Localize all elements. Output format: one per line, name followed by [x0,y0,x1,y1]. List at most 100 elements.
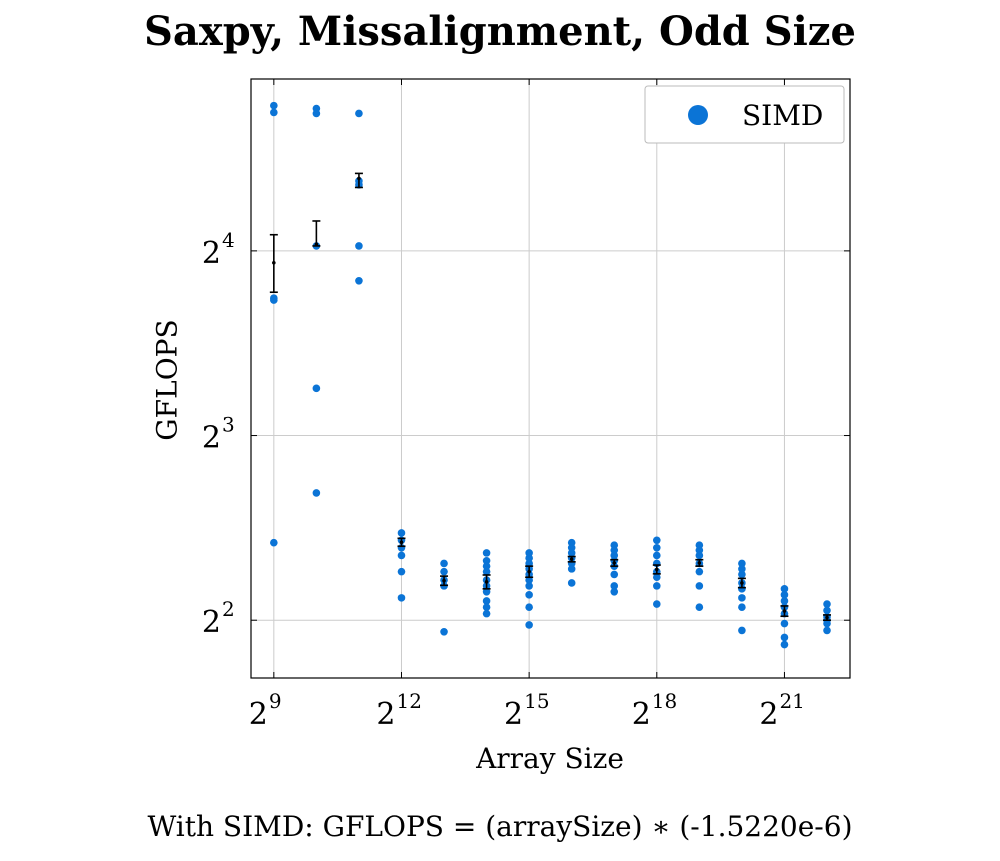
data-point [355,109,363,118]
error-bar [440,575,449,587]
formula-footnote: With SIMD: GFLOPS = (arraySize) ∗ (-1.52… [147,810,853,843]
data-point [652,573,661,582]
data-point [567,579,576,587]
x-tick-label: 2 15 [504,689,550,732]
data-point [525,621,533,629]
data-point [823,626,831,635]
x-tick-base: 2 [632,697,651,732]
y-axis-label: GFLOPS [150,319,184,441]
data-point [823,606,831,615]
error-bar-mean [357,176,361,181]
data-point [525,582,533,590]
plot-frame [250,78,851,679]
data-point [780,640,789,649]
data-point [567,565,576,573]
error-bar [652,564,661,575]
data-point [270,108,278,117]
data-point [695,582,704,590]
error-bar [610,558,619,567]
x-tick-base: 2 [759,697,778,732]
error-bar [567,555,576,563]
x-tick-base: 2 [249,697,268,732]
error-bar-mean [612,561,617,565]
x-axis-label: Array Size [476,742,624,775]
data-point [610,570,619,579]
data-point [440,567,448,576]
error-bar [737,577,746,589]
data-point [355,277,363,285]
y-tick-exponent: 2 [222,597,235,621]
chart-title: Saxpy, Missalignment, Odd Size [144,8,856,55]
error-bar-mean [442,578,446,583]
legend-box [644,85,845,144]
data-point [397,594,406,602]
x-tick-exponent: 18 [652,689,677,713]
error-bar-mean [314,242,319,247]
data-point [312,384,321,393]
data-point [652,551,661,560]
data-point [525,554,533,562]
data-point [738,559,746,568]
data-point [780,585,789,593]
data-point [312,489,321,497]
data-point [270,538,278,547]
error-bar-mean [527,569,531,574]
error-bar [482,574,491,590]
error-bar-mean [782,609,787,613]
data-point [823,600,831,608]
x-tick-exponent: 21 [779,689,804,713]
data-point [652,543,661,552]
data-point [695,603,704,612]
error-bar-mean [740,581,744,585]
error-bar-mean [484,580,489,584]
error-bar [354,172,363,189]
x-tick-base: 2 [504,697,523,732]
error-bar [269,233,278,294]
data-point [738,626,746,635]
error-bar-mean [569,557,574,561]
x-tick-label: 2 18 [632,689,678,732]
data-point [652,536,661,545]
y-tick-base: 2 [202,605,221,640]
error-bar-mean [697,561,702,565]
data-point [355,242,363,250]
data-point [482,588,491,596]
data-point [482,567,491,576]
data-point [780,597,789,605]
data-point [695,567,704,576]
data-point [397,567,406,576]
data-point [525,559,533,568]
data-point [525,549,533,557]
y-tick-base: 2 [202,421,221,456]
data-point [780,619,789,628]
data-point [610,588,619,596]
x-tick-exponent: 9 [269,689,282,713]
data-point [440,559,448,568]
y-tick-base: 2 [202,236,221,271]
error-bar-mean [272,260,276,265]
data-point [270,296,278,304]
data-point [397,551,406,560]
error-bar [397,537,406,548]
x-tick-exponent: 12 [396,689,421,713]
data-point [312,109,321,118]
data-point [738,565,746,573]
error-bar [312,220,321,247]
data-point [525,576,533,584]
data-point [695,551,704,560]
data-point [738,570,746,579]
error-bar-mean [399,540,404,545]
error-bar-mean [825,615,829,620]
error-bar [695,558,704,567]
data-point [440,627,448,636]
data-point [482,562,491,570]
data-point [738,603,746,612]
error-bar [780,605,789,618]
data-point [567,549,576,557]
data-point [610,582,619,590]
